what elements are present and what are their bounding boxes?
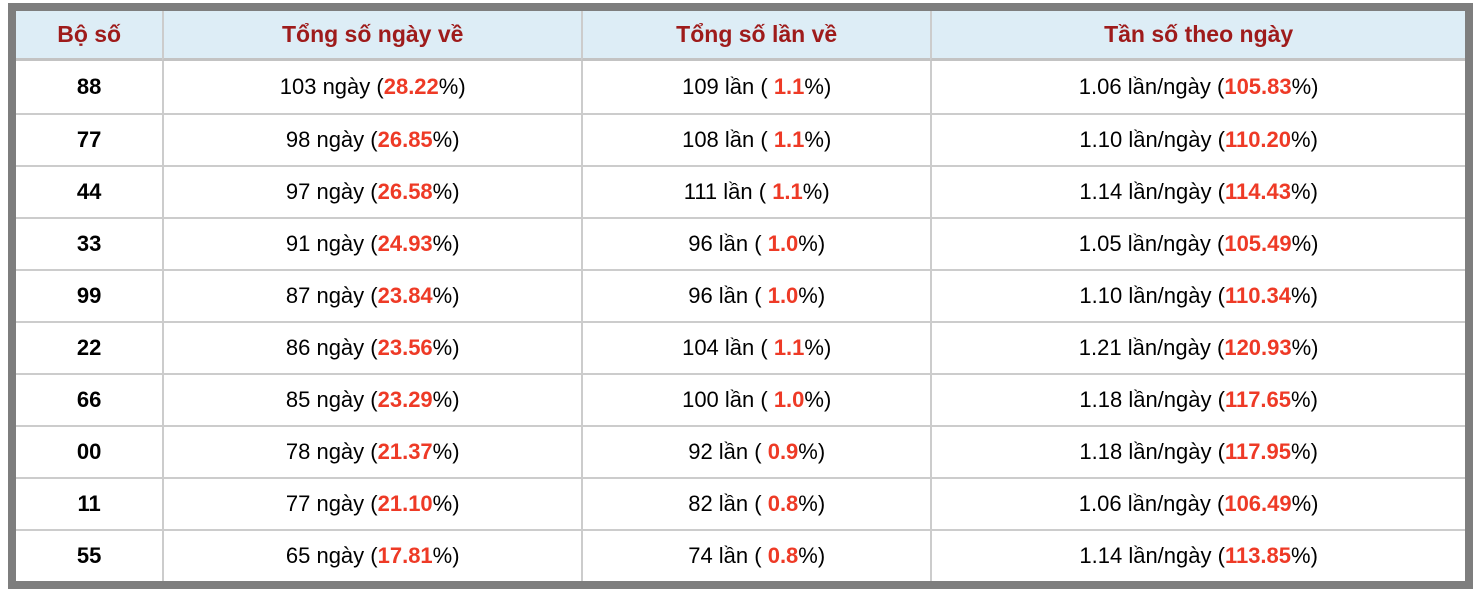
table-row: 66 85 ngày (23.29%) 100 lần ( 1.0%) 1.18 lầ…	[16, 373, 1465, 425]
daily-frequency-cell: 1.14 lần/ngày (114.43%)	[930, 165, 1465, 217]
highlight-percent: 0.8	[767, 491, 799, 516]
total-days-cell: 91 ngày (24.93%)	[162, 217, 582, 269]
table-row: 88 103 ngày (28.22%) 109 lần ( 1.1%) 1.06 l…	[16, 61, 1465, 113]
highlight-percent: 23.56	[377, 335, 433, 360]
highlight-percent: 110.34	[1224, 283, 1292, 308]
pair-cell: 44	[16, 165, 163, 217]
highlight-percent: 1.1	[772, 179, 803, 204]
total-times-cell: 92 lần ( 0.9%)	[581, 425, 931, 477]
table-row: 44 97 ngày (26.58%) 111 lần ( 1.1%) 1.14 lầ…	[16, 165, 1465, 217]
total-times-cell: 104 lần ( 1.1%)	[581, 321, 931, 373]
highlight-percent: 105.83	[1224, 74, 1292, 99]
pair-cell: 33	[16, 217, 163, 269]
total-times-cell: 96 lần ( 1.0%)	[581, 217, 931, 269]
column-header-total-times: Tổng số lần về	[581, 11, 931, 61]
total-days-cell: 97 ngày (26.58%)	[162, 165, 582, 217]
highlight-percent: 117.65	[1224, 387, 1292, 412]
pair-cell: 11	[16, 477, 163, 529]
highlight-percent: 105.49	[1224, 231, 1292, 256]
highlight-percent: 106.49	[1224, 491, 1292, 516]
total-times-cell: 96 lần ( 1.0%)	[581, 269, 931, 321]
highlight-percent: 1.0	[767, 231, 799, 256]
daily-frequency-cell: 1.05 lần/ngày (105.49%)	[930, 217, 1465, 269]
daily-frequency-cell: 1.10 lần/ngày (110.20%)	[930, 113, 1465, 165]
highlight-percent: 117.95	[1224, 439, 1292, 464]
total-days-cell: 98 ngày (26.85%)	[162, 113, 582, 165]
pair-cell: 55	[16, 529, 163, 581]
highlight-percent: 21.10	[377, 491, 433, 516]
column-header-daily-frequency: Tần số theo ngày	[930, 11, 1465, 61]
table-row: 55 65 ngày (17.81%) 74 lần ( 0.8%) 1.14 lần…	[16, 529, 1465, 581]
highlight-percent: 23.29	[377, 387, 433, 412]
pair-statistics-table: Bộ số Tổng số ngày về Tổng số lần về Tần số…	[8, 3, 1473, 589]
highlight-percent: 17.81	[377, 543, 433, 568]
highlight-percent: 0.8	[767, 543, 799, 568]
table-row: 33 91 ngày (24.93%) 96 lần ( 1.0%) 1.05 lần…	[16, 217, 1465, 269]
table-row: 22 86 ngày (23.56%) 104 lần ( 1.1%) 1.21 lầ…	[16, 321, 1465, 373]
table-row: 77 98 ngày (26.85%) 108 lần ( 1.1%) 1.10 lầ…	[16, 113, 1465, 165]
total-times-cell: 74 lần ( 0.8%)	[581, 529, 931, 581]
highlight-percent: 110.20	[1224, 127, 1292, 152]
page: Bộ số Tổng số ngày về Tổng số lần về Tần số…	[8, 3, 1473, 589]
table-body: 88 103 ngày (28.22%) 109 lần ( 1.1%) 1.06 l…	[16, 61, 1465, 581]
pair-cell: 66	[16, 373, 163, 425]
table-row: 99 87 ngày (23.84%) 96 lần ( 1.0%) 1.10 lần…	[16, 269, 1465, 321]
highlight-percent: 26.85	[377, 127, 433, 152]
highlight-percent: 113.85	[1224, 543, 1292, 568]
total-times-cell: 82 lần ( 0.8%)	[581, 477, 931, 529]
pair-cell: 00	[16, 425, 163, 477]
highlight-percent: 1.0	[767, 283, 799, 308]
highlight-percent: 1.1	[773, 127, 805, 152]
pair-cell: 88	[16, 61, 163, 113]
column-header-pair: Bộ số	[16, 11, 163, 61]
total-days-cell: 85 ngày (23.29%)	[162, 373, 582, 425]
pair-cell: 99	[16, 269, 163, 321]
highlight-percent: 28.22	[383, 74, 439, 99]
total-times-cell: 100 lần ( 1.0%)	[581, 373, 931, 425]
daily-frequency-cell: 1.14 lần/ngày (113.85%)	[930, 529, 1465, 581]
total-days-cell: 78 ngày (21.37%)	[162, 425, 582, 477]
daily-frequency-cell: 1.18 lần/ngày (117.95%)	[930, 425, 1465, 477]
table-row: 11 77 ngày (21.10%) 82 lần ( 0.8%) 1.06 lần…	[16, 477, 1465, 529]
highlight-percent: 120.93	[1224, 335, 1292, 360]
total-days-cell: 87 ngày (23.84%)	[162, 269, 582, 321]
total-times-cell: 111 lần ( 1.1%)	[581, 165, 931, 217]
highlight-percent: 1.0	[773, 387, 805, 412]
daily-frequency-cell: 1.18 lần/ngày (117.65%)	[930, 373, 1465, 425]
highlight-percent: 26.58	[377, 179, 433, 204]
header-row: Bộ số Tổng số ngày về Tổng số lần về Tần số…	[16, 11, 1465, 61]
daily-frequency-cell: 1.10 lần/ngày (110.34%)	[930, 269, 1465, 321]
total-days-cell: 103 ngày (28.22%)	[162, 61, 582, 113]
daily-frequency-cell: 1.21 lần/ngày (120.93%)	[930, 321, 1465, 373]
daily-frequency-cell: 1.06 lần/ngày (105.83%)	[930, 61, 1465, 113]
highlight-percent: 1.1	[773, 74, 805, 99]
highlight-percent: 1.1	[773, 335, 805, 360]
highlight-percent: 114.43	[1224, 179, 1292, 204]
highlight-percent: 23.84	[377, 283, 433, 308]
column-header-total-days: Tổng số ngày về	[162, 11, 582, 61]
total-days-cell: 65 ngày (17.81%)	[162, 529, 582, 581]
table-header: Bộ số Tổng số ngày về Tổng số lần về Tần số…	[16, 11, 1465, 61]
highlight-percent: 0.9	[767, 439, 799, 464]
daily-frequency-cell: 1.06 lần/ngày (106.49%)	[930, 477, 1465, 529]
total-days-cell: 86 ngày (23.56%)	[162, 321, 582, 373]
highlight-percent: 21.37	[377, 439, 433, 464]
total-times-cell: 109 lần ( 1.1%)	[581, 61, 931, 113]
highlight-percent: 24.93	[377, 231, 433, 256]
total-days-cell: 77 ngày (21.10%)	[162, 477, 582, 529]
pair-cell: 77	[16, 113, 163, 165]
pair-cell: 22	[16, 321, 163, 373]
table-row: 00 78 ngày (21.37%) 92 lần ( 0.9%) 1.18 lần…	[16, 425, 1465, 477]
total-times-cell: 108 lần ( 1.1%)	[581, 113, 931, 165]
